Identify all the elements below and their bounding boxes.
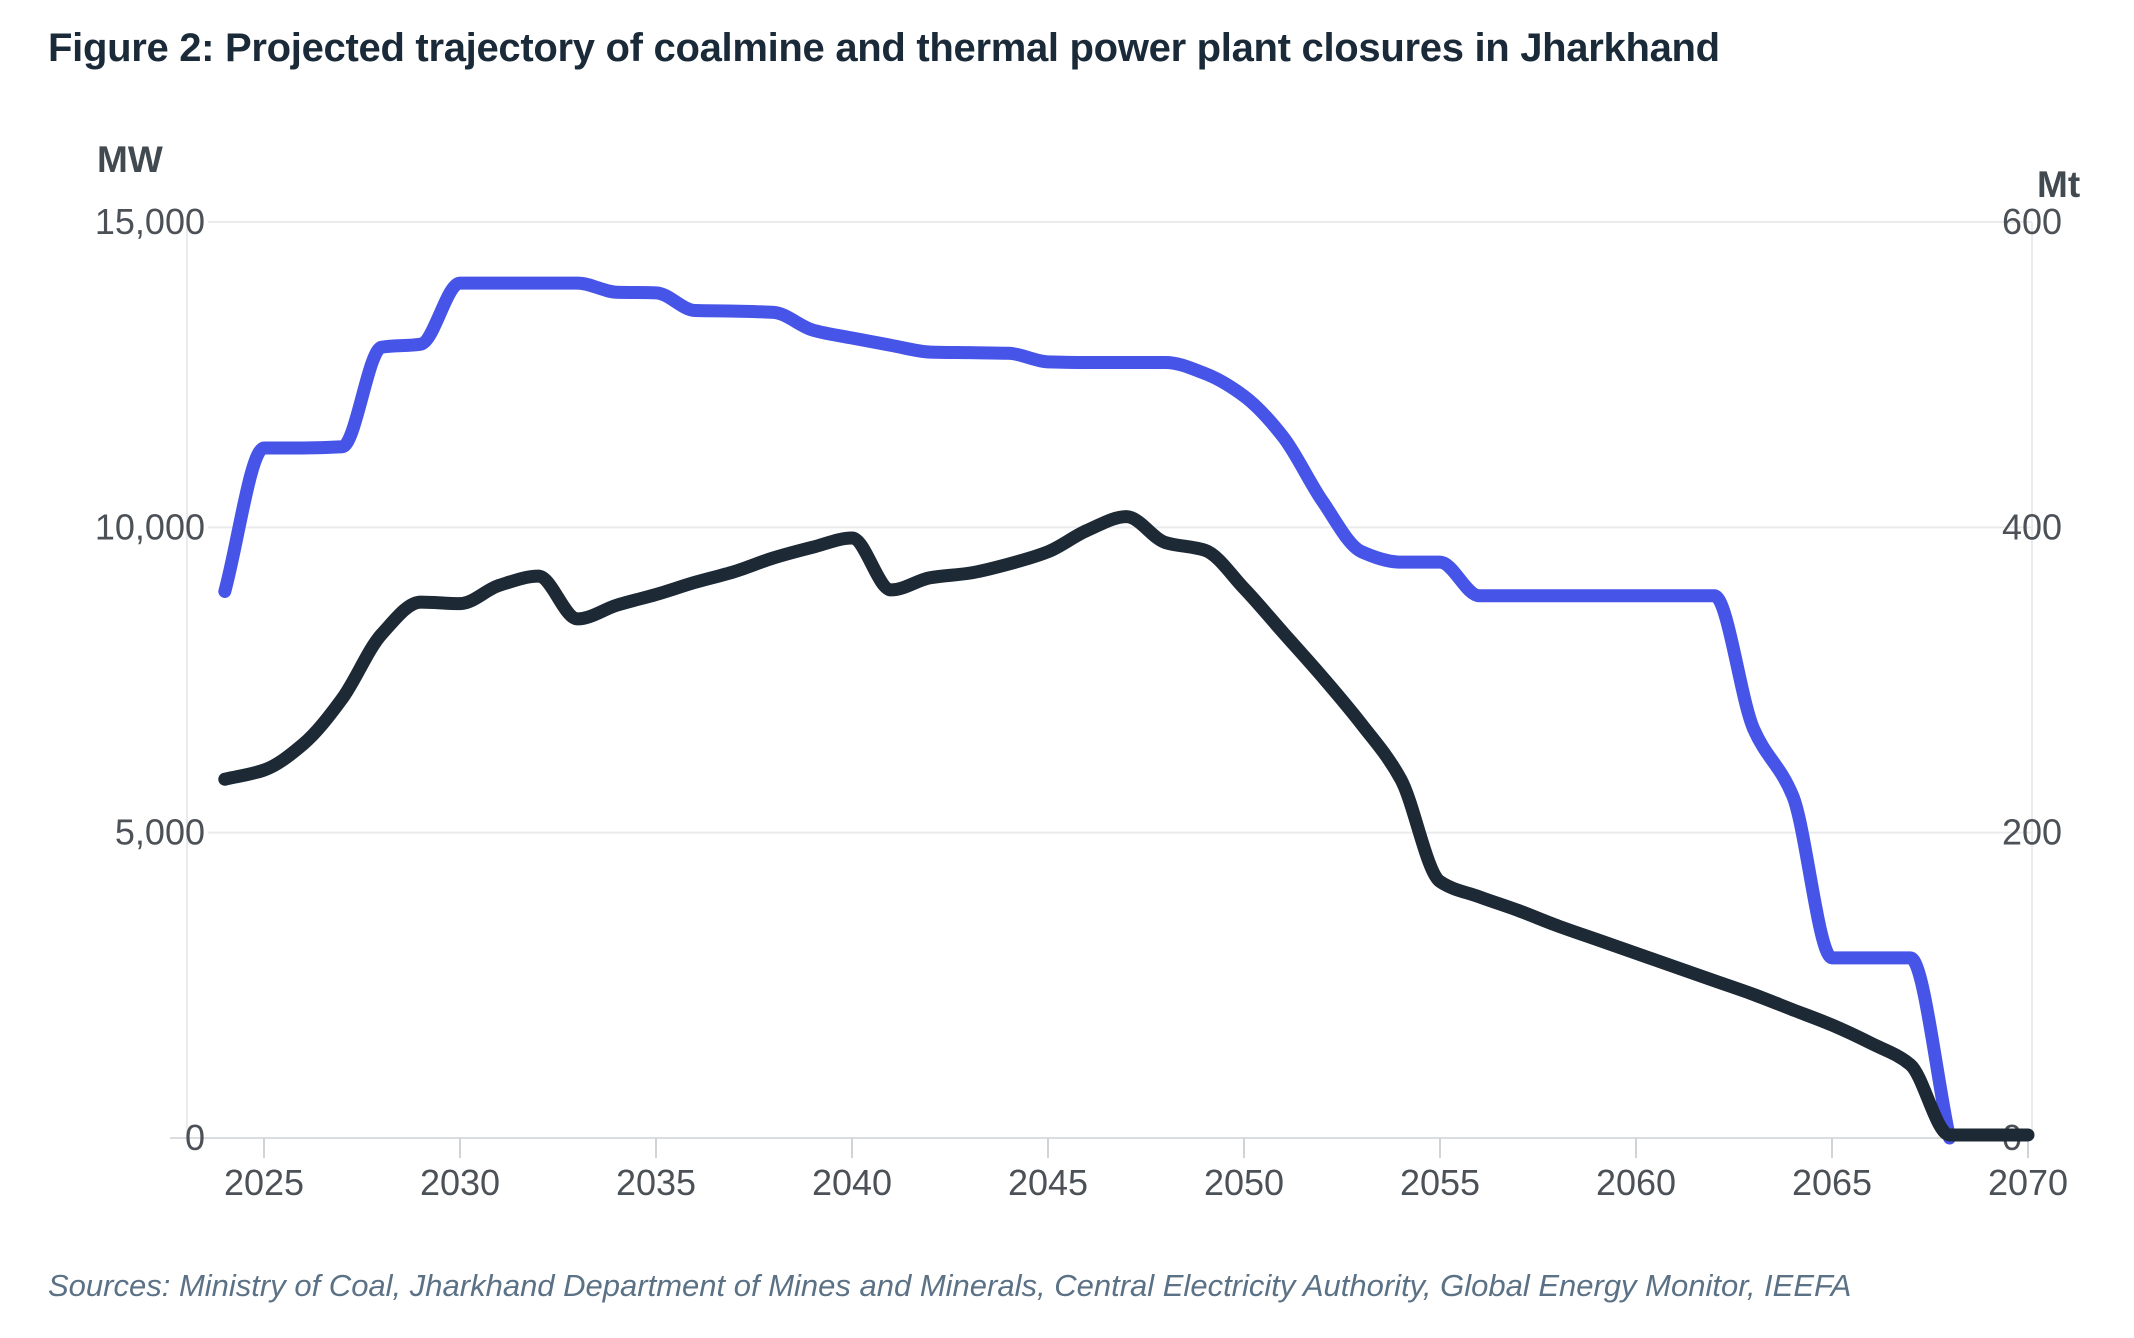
sources-note: Sources: Ministry of Coal, Jharkhand Dep… [48,1268,1852,1303]
right-axis-unit-label: Mt [2037,164,2080,205]
x-tick-label: 2030 [420,1162,500,1203]
y-tick-label-left: 10,000 [95,506,205,547]
x-tick-label: 2065 [1792,1162,1872,1203]
x-tick-label: 2055 [1400,1162,1480,1203]
y-tick-label-left: 0 [185,1117,205,1158]
y-tick-label-right: 400 [2002,506,2062,547]
left-axis-unit-label: MW [97,139,163,180]
x-tick-label: 2060 [1596,1162,1676,1203]
x-tick-label: 2040 [812,1162,892,1203]
y-tick-label-left: 5,000 [115,812,205,853]
x-tick-label: 2035 [616,1162,696,1203]
figure-title: Figure 2: Projected trajectory of coalmi… [48,26,1720,70]
x-tick-label: 2045 [1008,1162,1088,1203]
y-tick-label-left: 15,000 [95,201,205,242]
y-tick-label-right: 200 [2002,812,2062,853]
series-line-coalmine-production [218,510,2035,1142]
y-tick-label-right: 600 [2002,201,2062,242]
x-tick-label: 2025 [224,1162,304,1203]
x-tick-label: 2070 [1988,1162,2068,1203]
series-line-thermal-power-capacity [218,276,1957,1145]
x-tick-label: 2050 [1204,1162,1284,1203]
